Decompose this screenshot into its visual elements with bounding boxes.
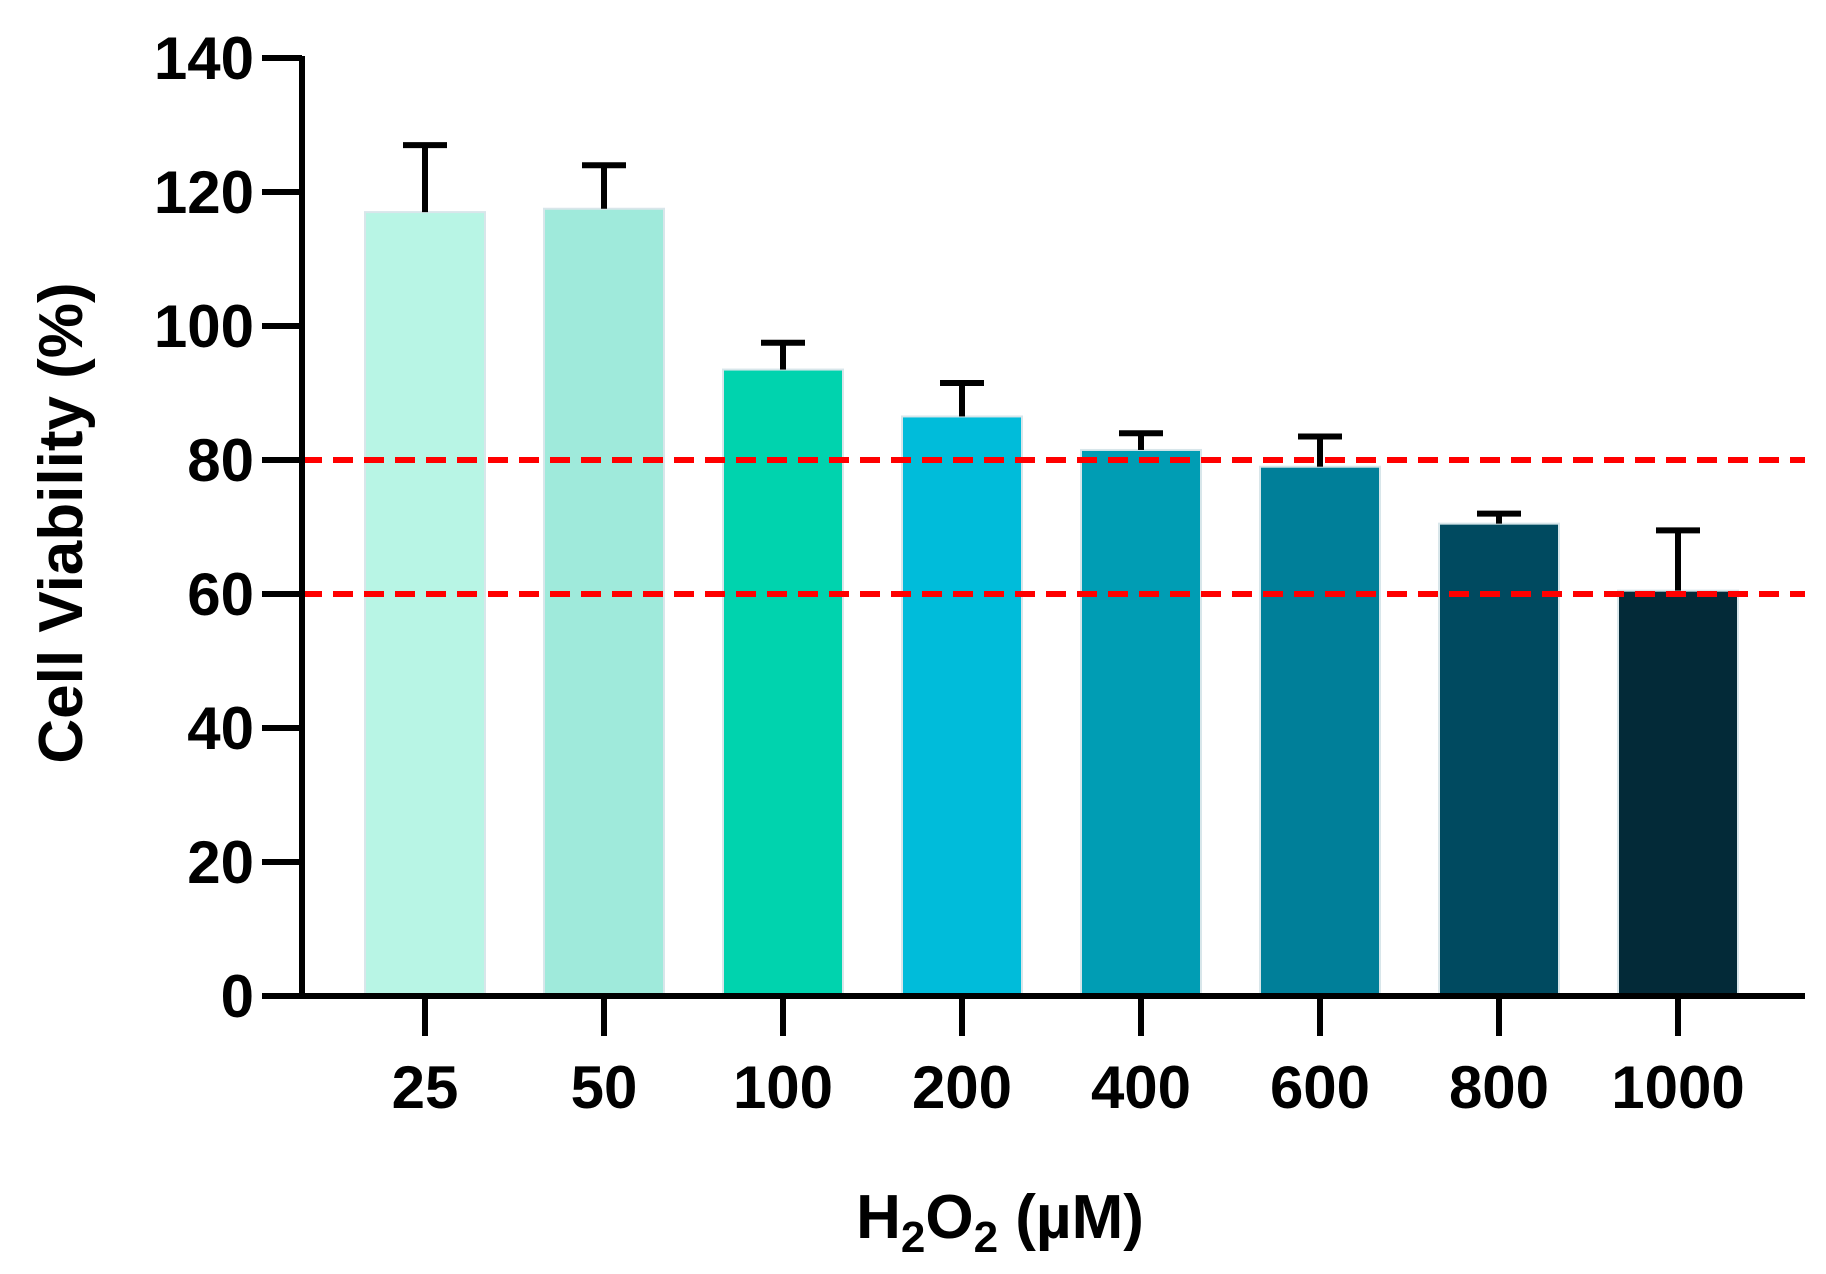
bar-400 bbox=[1080, 448, 1202, 997]
bar-200 bbox=[901, 415, 1023, 997]
bar-50 bbox=[543, 207, 665, 997]
x-ticks-group: 25 50 100 200 400 600 800 1000 bbox=[392, 996, 1745, 1121]
y-axis-title: Cell Viability (%) bbox=[27, 282, 96, 763]
bar-1000 bbox=[1617, 589, 1739, 998]
y-tick-label-40: 40 bbox=[187, 695, 254, 762]
x-axis-title: H2O2 (µM) bbox=[856, 1183, 1144, 1262]
bar-800 bbox=[1438, 522, 1560, 998]
bars-group bbox=[364, 207, 1739, 998]
y-tick-label-60: 60 bbox=[187, 561, 254, 628]
bar-100 bbox=[722, 368, 844, 997]
y-tick-label-100: 100 bbox=[154, 293, 254, 360]
x-tick-label-800: 800 bbox=[1449, 1054, 1549, 1121]
y-tick-label-0: 0 bbox=[221, 963, 254, 1030]
x-tick-label-400: 400 bbox=[1091, 1054, 1191, 1121]
axes-group bbox=[299, 56, 1805, 999]
reference-lines-group bbox=[302, 457, 1805, 597]
y-ticks-group: 0 20 40 60 80 100 120 140 bbox=[154, 25, 302, 1030]
y-tick-label-120: 120 bbox=[154, 159, 254, 226]
error-bars-group bbox=[403, 142, 1700, 591]
x-tick-label-1000: 1000 bbox=[1611, 1054, 1744, 1121]
bar-600 bbox=[1259, 465, 1381, 997]
x-tick-label-25: 25 bbox=[392, 1054, 459, 1121]
y-tick-label-80: 80 bbox=[187, 427, 254, 494]
x-tick-label-200: 200 bbox=[912, 1054, 1012, 1121]
y-tick-label-140: 140 bbox=[154, 25, 254, 92]
x-tick-label-600: 600 bbox=[1270, 1054, 1370, 1121]
x-tick-label-50: 50 bbox=[571, 1054, 638, 1121]
y-tick-label-20: 20 bbox=[187, 829, 254, 896]
x-tick-label-100: 100 bbox=[733, 1054, 833, 1121]
bar-25 bbox=[364, 211, 486, 998]
